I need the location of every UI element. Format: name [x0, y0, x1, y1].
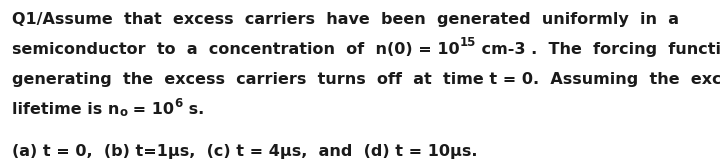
Text: s.: s.: [183, 102, 204, 117]
Text: = 10: = 10: [127, 102, 174, 117]
Text: Q1/Assume  that  excess  carriers  have  been  generated  uniformly  in  a: Q1/Assume that excess carriers have been…: [12, 12, 679, 27]
Text: semiconductor  to  a  concentration  of  n(0) = 10: semiconductor to a concentration of n(0)…: [12, 42, 459, 57]
Text: cm-3 .  The  forcing  function: cm-3 . The forcing function: [476, 42, 720, 57]
Text: lifetime is n: lifetime is n: [12, 102, 120, 117]
Text: 15: 15: [459, 37, 476, 49]
Text: generating  the  excess  carriers  turns  off  at  time t = 0.  Assuming  the  e: generating the excess carriers turns off…: [12, 72, 720, 87]
Text: 6: 6: [174, 97, 183, 110]
Text: o: o: [120, 106, 127, 119]
Text: (a) t = 0,  (b) t=1μs,  (c) t = 4μs,  and  (d) t = 10μs.: (a) t = 0, (b) t=1μs, (c) t = 4μs, and (…: [12, 144, 477, 159]
